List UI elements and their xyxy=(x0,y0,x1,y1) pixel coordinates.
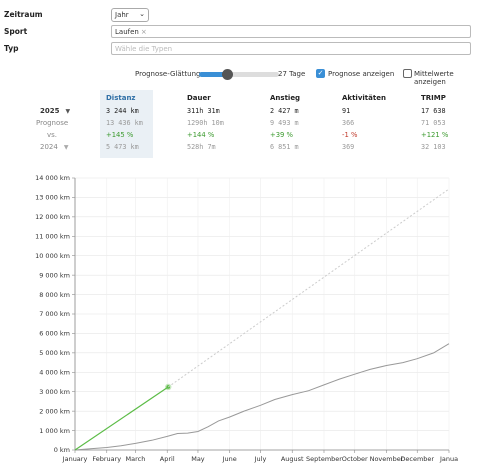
forecast-anstieg: 9 493 m xyxy=(270,119,299,127)
sport-row: Sport Laufen × xyxy=(0,25,484,41)
previous-trimp: 32 103 xyxy=(421,143,446,151)
previous-aktivitaeten: 369 xyxy=(342,143,355,151)
header-trimp[interactable]: TRIMP xyxy=(421,94,446,102)
show-averages-label[interactable]: Mittelwerte anzeigen xyxy=(414,70,454,86)
x-tick-label: October xyxy=(342,455,368,463)
smoothing-slider-handle[interactable] xyxy=(222,69,234,80)
x-tick-label: Janua xyxy=(439,455,458,463)
sport-label: Sport xyxy=(4,27,28,36)
previous-year-select[interactable]: 2024 ▼ xyxy=(40,143,68,151)
vs-trimp: +121 % xyxy=(421,131,449,139)
forecast-aktivitaeten: 366 xyxy=(342,119,355,127)
forecast-dauer: 1290h 10m xyxy=(187,119,224,127)
vs-label: vs. xyxy=(47,131,58,139)
header-aktivitaeten[interactable]: Aktivitäten xyxy=(342,94,386,102)
show-averages-checkbox[interactable] xyxy=(403,69,412,78)
forecast-trimp: 71 053 xyxy=(421,119,446,127)
current-aktivitaeten: 91 xyxy=(342,107,351,115)
zeitraum-row: Zeitraum Jahr ⌄ xyxy=(0,8,484,24)
current-dauer: 311h 31m xyxy=(187,107,220,115)
distance-column-highlight xyxy=(100,90,153,158)
row-vs: vs. +145 % +144 % +39 % -1 % +121 % xyxy=(0,131,484,143)
y-tick-label: 0 km xyxy=(54,446,70,454)
x-tick-label: January xyxy=(62,455,88,463)
smoothing-slider[interactable] xyxy=(199,69,279,80)
cumulative-distance-chart: 0 km 1 000 km 2 000 km 3 000 km 4 000 km 5 00… xyxy=(35,174,458,463)
y-tick-label: 7 000 km xyxy=(39,310,70,318)
x-tick-label: February xyxy=(92,455,121,463)
caret-down-icon: ▼ xyxy=(65,108,71,115)
forecast-label: Prognose xyxy=(36,119,69,127)
x-tick-label: March xyxy=(126,455,146,463)
x-tick-label: September xyxy=(306,455,342,463)
typ-placeholder: Wähle die Typen xyxy=(115,45,173,53)
y-tick-label: 2 000 km xyxy=(39,407,70,415)
previous-year-label: 2024 xyxy=(40,143,58,151)
stats-table: Distanz Dauer Anstieg Aktivitäten TRIMP … xyxy=(0,90,484,158)
x-tick-label: April xyxy=(160,455,175,463)
sport-input[interactable]: Laufen × xyxy=(111,25,471,38)
typ-row: Typ Wähle die Typen xyxy=(0,42,484,58)
zeitraum-select[interactable]: Jahr ⌄ xyxy=(111,8,149,22)
smoothing-label: Prognose-Glättung xyxy=(135,70,201,78)
y-tick-label: 5 000 km xyxy=(39,349,70,357)
vs-aktivitaeten: -1 % xyxy=(342,131,358,139)
row-previous-year: 2024 ▼ 5 473 km 528h 7m 6 851 m 369 32 10… xyxy=(0,143,484,155)
caret-down-icon: ▼ xyxy=(63,144,69,151)
current-distanz: 3 244 km xyxy=(106,107,139,115)
zeitraum-label: Zeitraum xyxy=(4,10,43,19)
row-current-year: 2025 ▼ 3 244 km 311h 31m 2 427 m 91 17 63… xyxy=(0,107,484,119)
y-tick-label: 10 000 km xyxy=(35,252,70,260)
y-tick-label: 12 000 km xyxy=(35,213,70,221)
series-line-current-year xyxy=(74,386,169,451)
current-year-label: 2025 xyxy=(40,107,60,115)
y-tick-label: 6 000 km xyxy=(39,330,70,338)
smoothing-slider-fill xyxy=(199,72,228,77)
y-tick-label: 3 000 km xyxy=(39,388,70,396)
show-forecast-label[interactable]: Prognose anzeigen xyxy=(328,70,395,78)
current-year-select[interactable]: 2025 ▼ xyxy=(40,107,70,115)
current-trimp: 17 638 xyxy=(421,107,446,115)
previous-dauer: 528h 7m xyxy=(187,143,216,151)
y-tick-label: 14 000 km xyxy=(35,174,70,182)
remove-tag-icon[interactable]: × xyxy=(140,28,147,36)
vs-distanz: +145 % xyxy=(106,131,134,139)
forecast-distanz: 13 436 km xyxy=(106,119,143,127)
header-dauer[interactable]: Dauer xyxy=(187,94,211,102)
typ-label: Typ xyxy=(4,44,19,53)
series-line-previous-year xyxy=(74,343,450,451)
current-anstieg: 2 427 m xyxy=(270,107,299,115)
x-tick-label: June xyxy=(222,455,237,463)
y-tick-label: 9 000 km xyxy=(39,271,70,279)
sport-tag: Laufen xyxy=(115,28,139,36)
x-tick-label: August xyxy=(281,455,304,463)
vs-anstieg: +39 % xyxy=(270,131,293,139)
y-tick-label: 4 000 km xyxy=(39,368,70,376)
header-anstieg[interactable]: Anstieg xyxy=(270,94,301,102)
chart-controls: Prognose-Glättung 27 Tage ✓ Prognose anz… xyxy=(0,69,484,86)
x-tick-label: July xyxy=(254,455,267,463)
previous-anstieg: 6 851 m xyxy=(270,143,299,151)
row-forecast: Prognose 13 436 km 1290h 10m 9 493 m 366… xyxy=(0,119,484,131)
header-distanz[interactable]: Distanz xyxy=(106,94,136,102)
y-tick-label: 1 000 km xyxy=(39,427,70,435)
series-line-forecast xyxy=(167,188,450,388)
show-forecast-checkbox[interactable]: ✓ xyxy=(316,69,325,78)
chevron-down-icon: ⌄ xyxy=(139,10,145,18)
y-tick-label: 8 000 km xyxy=(39,291,70,299)
previous-distanz: 5 473 km xyxy=(106,143,139,151)
y-tick-label: 11 000 km xyxy=(35,232,70,240)
typ-input[interactable]: Wähle die Typen xyxy=(111,42,471,55)
vs-dauer: +144 % xyxy=(187,131,215,139)
x-tick-label: November xyxy=(370,455,404,463)
y-tick-label: 13 000 km xyxy=(35,194,70,202)
smoothing-value: 27 Tage xyxy=(278,70,306,78)
zeitraum-value: Jahr xyxy=(115,11,129,19)
x-tick-label: December xyxy=(400,455,434,463)
x-tick-label: May xyxy=(191,455,205,463)
